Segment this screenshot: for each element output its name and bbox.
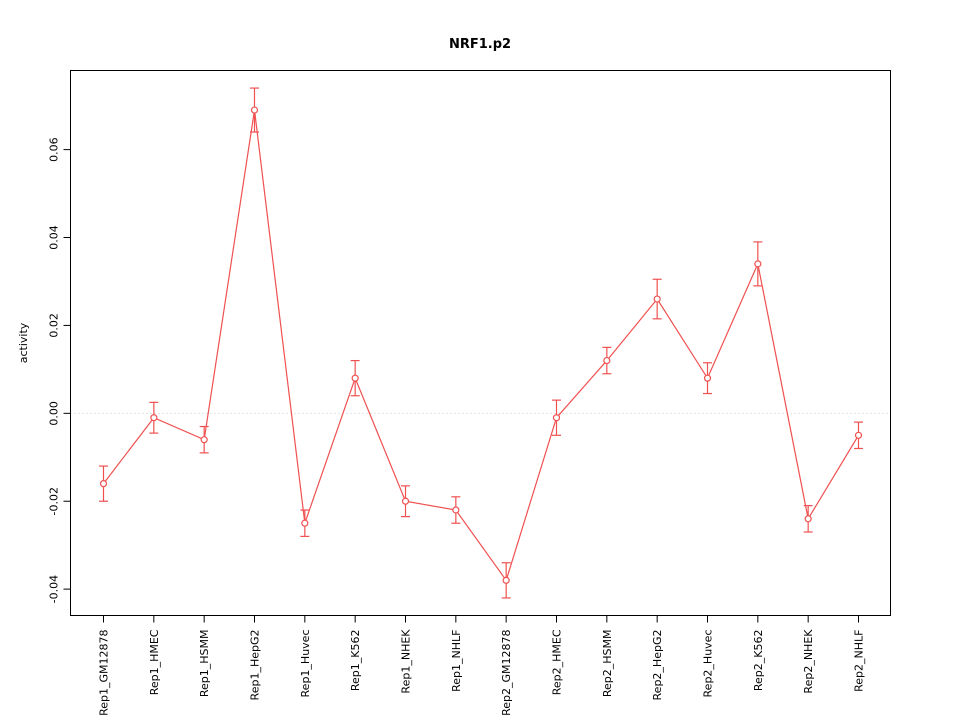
data-point-marker [854,431,863,439]
series-line [103,109,860,582]
y-tick-label: 0.06 [48,137,61,162]
x-tick-label: Rep2_HMEC [551,629,564,695]
data-point-marker [250,106,259,114]
data-point-marker [552,414,561,422]
x-tick-label: Rep1_NHLF [450,630,463,692]
y-tick-label: 0.02 [48,313,61,338]
x-tick-label: Rep1_NHEK [400,629,413,694]
data-point-marker [754,260,762,268]
x-tick-label: Rep1_Huvec [299,630,312,698]
x-tick-label: Rep2_Huvec [702,630,715,698]
x-tick-label: Rep2_NHEK [802,629,815,694]
data-point-marker [452,506,460,514]
y-tick-label: -0.02 [48,487,61,515]
x-tick-label: Rep1_HSMM [198,630,211,698]
y-tick-label: 0.00 [48,401,61,426]
x-tick-label: Rep2_HepG2 [651,630,664,701]
data-point-marker [804,515,812,523]
data-point-marker [301,519,309,527]
x-tick-label: Rep2_NHLF [853,630,866,692]
x-tick-label: Rep2_GM12878 [500,630,513,716]
data-point-marker [653,295,661,303]
x-tick-label: Rep1_HepG2 [249,630,262,701]
x-tick-label: Rep1_HMEC [148,629,161,695]
x-tick-label: Rep1_GM12878 [98,630,111,716]
data-point-marker [150,414,158,422]
data-point-marker [99,480,108,488]
y-axis-title: activity [17,322,30,363]
data-point-marker [502,576,510,584]
y-tick-label: -0.04 [48,575,61,603]
data-point-marker [351,374,359,382]
x-tick-label: Rep2_HSMM [601,630,614,698]
plot-border [70,70,891,616]
data-point-marker [401,497,410,505]
chart-title: NRF1.p2 [448,37,512,52]
data-point-marker [200,436,208,444]
x-tick-label: Rep1_K562 [349,630,362,692]
x-tick-label: Rep2_K562 [752,630,765,692]
y-tick-label: 0.04 [48,225,61,250]
data-point-marker [603,356,611,365]
data-point-marker [703,374,712,382]
